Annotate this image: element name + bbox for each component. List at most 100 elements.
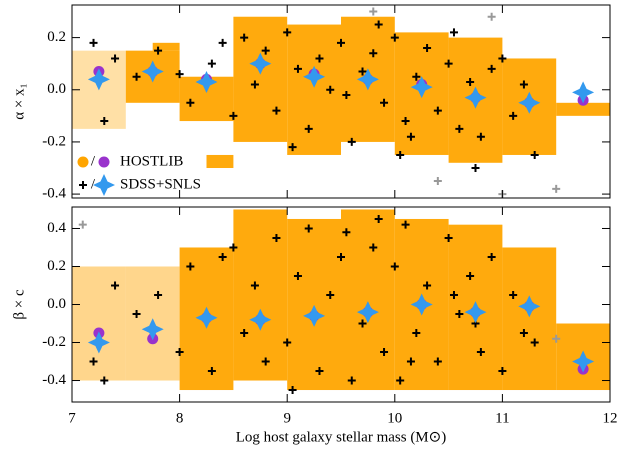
plus-marker xyxy=(530,150,539,159)
plus-marker xyxy=(476,348,485,357)
plus-marker xyxy=(337,38,345,47)
plus-marker xyxy=(396,376,405,385)
plus-marker xyxy=(100,376,109,385)
plus-marker xyxy=(498,54,507,63)
plus-marker xyxy=(175,348,184,357)
plus-marker xyxy=(111,281,120,290)
plus-marker xyxy=(423,44,432,53)
plus-marker xyxy=(288,386,297,395)
star-marker xyxy=(410,293,433,316)
hostlib-region xyxy=(287,218,341,391)
x-axis-label: Log host galaxy stellar mass (M⊙) xyxy=(236,429,446,445)
star-marker xyxy=(464,86,487,109)
plus-marker xyxy=(250,80,259,89)
plot-frame xyxy=(71,4,611,199)
plus-marker xyxy=(374,20,383,29)
y-tick-label: 0.0 xyxy=(47,296,66,312)
plus-marker xyxy=(250,281,259,290)
plus-marker xyxy=(412,72,421,81)
plus-marker xyxy=(304,124,313,133)
hostlib-region xyxy=(502,247,557,391)
plus-marker xyxy=(390,262,399,271)
hostlib-region xyxy=(72,266,126,381)
plus-marker xyxy=(240,33,249,42)
plus-marker xyxy=(154,46,163,55)
plus-marker xyxy=(261,357,270,366)
y-tick-label: 0.2 xyxy=(47,258,66,274)
plus-marker xyxy=(89,38,98,47)
plus-marker xyxy=(207,367,216,376)
y-axis-label: α × x₁ xyxy=(11,83,27,120)
plus-marker xyxy=(358,319,367,328)
circle-marker xyxy=(98,156,110,168)
plus-marker xyxy=(154,290,163,299)
plus-marker xyxy=(509,290,518,299)
plus-marker xyxy=(132,72,141,81)
hostlib-region xyxy=(341,209,395,391)
star-marker xyxy=(87,68,110,91)
plus-marker xyxy=(412,329,421,338)
star-marker xyxy=(195,70,218,93)
plus-marker xyxy=(272,106,281,115)
plus-marker xyxy=(358,67,367,76)
hostlib-region xyxy=(152,42,180,51)
hostlib-region xyxy=(556,102,610,116)
plot-area xyxy=(72,209,610,395)
x-tick-label: 12 xyxy=(603,410,618,426)
x-tick-label: 10 xyxy=(387,410,402,426)
plus-marker xyxy=(369,243,378,252)
plus-marker xyxy=(552,334,561,343)
star-marker xyxy=(141,60,164,83)
plus-marker xyxy=(509,111,518,120)
star-marker xyxy=(93,174,115,196)
plus-marker xyxy=(369,49,378,58)
legend-label: SDSS+SNLS xyxy=(120,176,201,192)
hostlib-region xyxy=(206,154,234,169)
plus-marker xyxy=(466,77,475,86)
plus-marker xyxy=(455,124,464,133)
plus-marker xyxy=(283,28,292,37)
circle-marker xyxy=(77,156,89,168)
plus-marker xyxy=(272,233,281,242)
star-marker xyxy=(195,306,218,329)
y-tick-label: -0.2 xyxy=(42,334,66,350)
plus-marker xyxy=(347,137,356,146)
star-marker xyxy=(518,295,541,318)
plus-marker xyxy=(78,220,87,229)
star-marker xyxy=(464,301,487,324)
plus-marker xyxy=(229,243,238,252)
x-tick-label: 8 xyxy=(176,410,184,426)
plus-marker xyxy=(498,367,507,376)
plus-marker xyxy=(487,12,496,21)
star-marker xyxy=(572,350,595,373)
x-tick-label: 11 xyxy=(495,410,509,426)
legend-label: HOSTLIB xyxy=(120,153,183,169)
plus-marker xyxy=(449,290,458,299)
plus-marker xyxy=(396,150,405,159)
plus-marker xyxy=(186,98,195,107)
plus-marker xyxy=(89,357,98,366)
plus-marker xyxy=(380,348,389,357)
plus-marker xyxy=(401,220,410,229)
plus-marker xyxy=(326,290,335,299)
plus-marker xyxy=(433,357,442,366)
plus-marker xyxy=(229,111,238,120)
plus-marker xyxy=(111,54,120,63)
plus-marker xyxy=(476,132,485,141)
plus-marker xyxy=(369,7,378,16)
plus-marker xyxy=(423,281,432,290)
plus-marker xyxy=(342,90,351,99)
star-marker xyxy=(249,52,272,75)
plus-marker xyxy=(288,143,297,152)
plus-marker xyxy=(293,271,302,280)
plus-marker xyxy=(337,252,345,261)
plus-marker xyxy=(433,177,442,186)
plus-marker xyxy=(315,54,324,63)
star-marker xyxy=(141,318,164,341)
plus-marker xyxy=(207,59,216,68)
plus-marker xyxy=(261,46,270,55)
x-tick-label: 9 xyxy=(283,410,291,426)
plus-marker xyxy=(218,252,227,261)
star-marker xyxy=(356,301,379,324)
